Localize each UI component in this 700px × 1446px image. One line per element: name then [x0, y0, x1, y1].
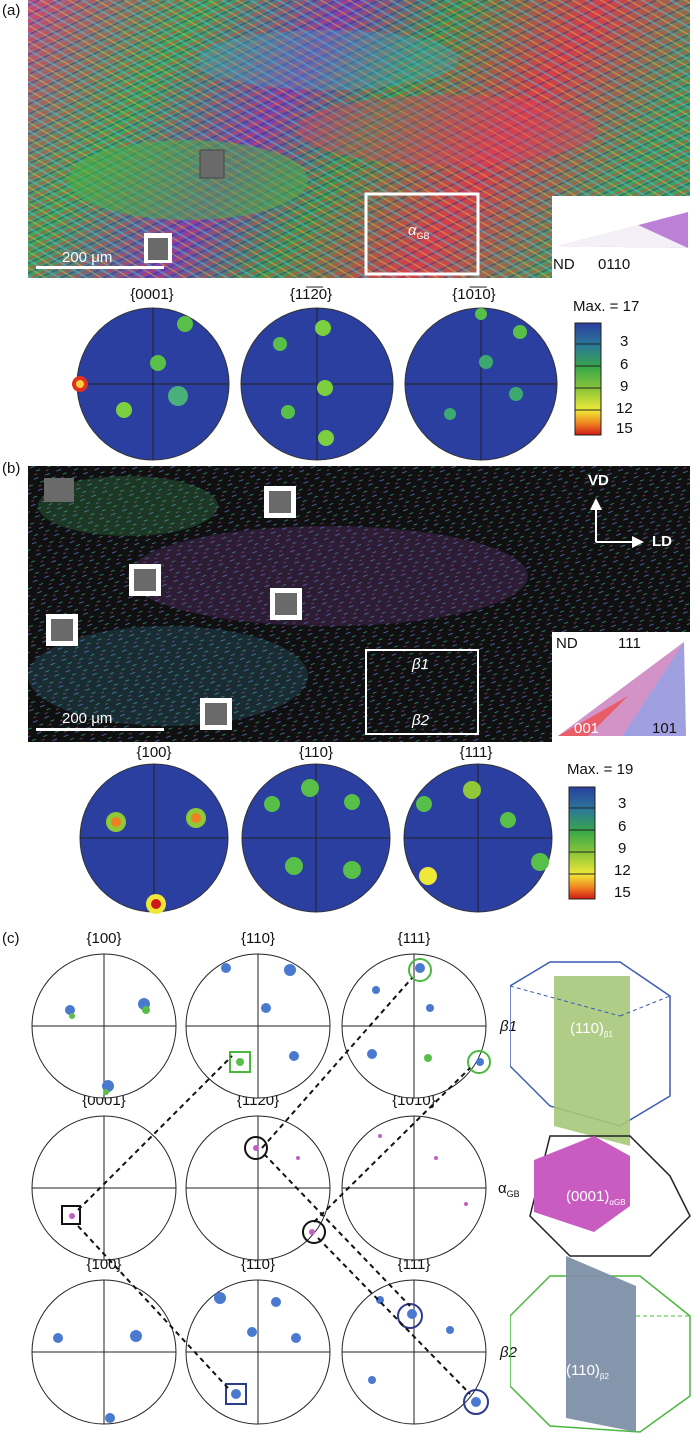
axis-ld-label: LD	[652, 533, 672, 550]
plane-label-alpha-text: (0001)	[566, 1188, 610, 1205]
pole-figures-a	[72, 307, 558, 461]
ipf-key-b-top-right: 111	[618, 635, 641, 652]
pf-c-alpha-0001	[31, 1115, 177, 1261]
pf-c-beta2-111	[341, 1279, 489, 1425]
plane-label-beta2: (110)β2	[566, 1362, 609, 1381]
plane-label-beta1: (110)β1	[570, 1020, 613, 1039]
pf-c-r3-title-2: {110}	[241, 1256, 275, 1273]
pf-b-title-2: {110}	[299, 744, 333, 761]
panel-a-ebsd-map	[28, 0, 690, 278]
row-label-beta2: β2	[500, 1344, 517, 1361]
pf-c-beta2-110	[185, 1279, 331, 1425]
pf-c-beta1-100	[31, 953, 177, 1099]
colorbar-b	[568, 786, 596, 900]
pf-a-0001	[72, 307, 230, 461]
beta1-unit-cell	[510, 961, 671, 1146]
ipf-key-b-bottom-left: 001	[574, 720, 600, 737]
pf-c-alpha-11-20	[185, 1115, 331, 1261]
pf-a-title-1: {0001}	[130, 286, 174, 303]
row-label-alpha-sub: GB	[506, 1189, 520, 1199]
region-label-beta2: β2	[412, 712, 429, 729]
colorbar-b-max: Max. = 19	[567, 761, 634, 778]
ipf-key-a-bottom-right: 0110	[598, 256, 631, 273]
colorbar-a	[574, 322, 602, 436]
row-label-alpha-sym: α	[498, 1180, 507, 1197]
colorbar-a-tick-3: 3	[620, 333, 629, 350]
pf-c-r1-title-3: {111}	[397, 930, 431, 947]
pf-c-alpha-10-10	[341, 1115, 487, 1261]
pf-b-111	[403, 763, 553, 913]
colorbar-a-tick-6: 6	[620, 356, 629, 373]
pf-b-title-3: {111}	[459, 744, 493, 761]
ipf-key-b-bottom-right: 101	[652, 720, 678, 737]
row-label-beta1: β1	[500, 1018, 517, 1035]
axis-vd-label: VD	[588, 472, 609, 489]
panel-b-ebsd-map	[28, 466, 690, 742]
pole-figures-b	[79, 763, 553, 914]
plane-label-beta1-sub: β1	[603, 1030, 613, 1039]
pf-b-100	[79, 763, 229, 914]
plane-label-alpha-sub: αGB	[609, 1198, 626, 1207]
colorbar-b-tick-15: 15	[614, 884, 631, 901]
pf-a-title-3: {10̅1̅0}	[452, 286, 496, 303]
ipf-key-a-top-left: 0001	[553, 197, 587, 214]
pf-a-title-2: {11̅2̅0}	[289, 286, 333, 303]
pf-c-r3-title-3: {111}	[397, 1256, 431, 1273]
plane-label-alpha: (0001)αGB	[566, 1188, 626, 1207]
crystal-schematic	[510, 961, 691, 1433]
colorbar-a-tick-12: 12	[616, 400, 633, 417]
colorbar-a-max: Max. = 17	[573, 298, 640, 315]
colorbar-b-tick-3: 3	[618, 795, 627, 812]
colorbar-b-tick-12: 12	[614, 862, 631, 879]
pf-c-beta1-110	[185, 953, 331, 1099]
colorbar-b-tick-6: 6	[618, 818, 627, 835]
panel-a-label: (a)	[2, 2, 21, 19]
plane-label-beta2-sub: β2	[599, 1372, 609, 1381]
region-label-alpha-sub: GB	[416, 231, 430, 241]
region-label-alpha: α	[408, 222, 417, 239]
colorbar-a-tick-9: 9	[620, 378, 629, 395]
alpha-unit-cell	[529, 1135, 691, 1257]
pf-a-10-10	[404, 307, 558, 461]
panel-a-region-label: αGB	[408, 222, 430, 241]
panel-b-label: (b)	[2, 460, 21, 477]
pf-a-11-20	[240, 307, 394, 461]
connector-lines	[77, 977, 471, 1395]
ipf-key-b-top-left: ND	[556, 635, 578, 652]
pf-b-title-1: {100}	[136, 744, 172, 761]
plane-label-beta2-text: (110)	[566, 1362, 600, 1379]
row-label-alpha: αGB	[498, 1180, 520, 1199]
ipf-key-a-top-right: 1210	[640, 197, 674, 214]
pf-c-r1-title-1: {100}	[86, 930, 122, 947]
beta2-unit-cell	[510, 1256, 691, 1433]
pf-c-beta1-111	[341, 953, 491, 1099]
pf-c-r1-title-2: {110}	[241, 930, 275, 947]
colorbar-b-tick-9: 9	[618, 840, 627, 857]
ipf-key-a-bottom-left: ND	[553, 256, 575, 273]
pole-figures-c	[31, 953, 491, 1425]
plane-label-beta1-text: (110)	[570, 1020, 604, 1037]
pf-c-beta2-100	[31, 1279, 177, 1425]
region-label-beta1: β1	[412, 656, 429, 673]
pf-b-110	[241, 763, 391, 913]
panel-c-label: (c)	[2, 930, 20, 947]
panel-b-scale-bar-label: 200 μm	[62, 710, 113, 727]
colorbar-a-tick-15: 15	[616, 420, 633, 437]
pf-c-r3-title-1: {100}	[86, 1256, 122, 1273]
panel-a-scale-bar-label: 200 μm	[62, 249, 113, 266]
